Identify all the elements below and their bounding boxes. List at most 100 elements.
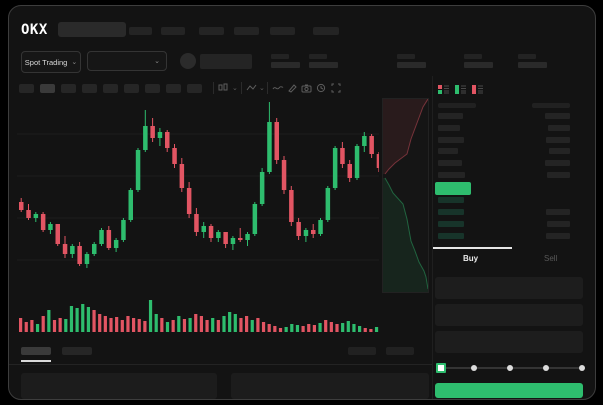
buy-submit-button[interactable] [435,383,583,398]
fullscreen-expand-icon[interactable] [331,83,341,93]
candle-body [113,240,119,248]
candle-body [296,222,301,236]
timeframe-button[interactable] [103,84,118,93]
slider-step-dot[interactable] [543,365,549,371]
volume-bar [290,324,294,332]
stat-label-placeholder [464,54,482,59]
bottom-tab-active[interactable] [21,347,51,355]
timeframe-button[interactable] [40,84,55,93]
camera-snapshot-icon[interactable] [301,83,312,93]
bid-price-placeholder [438,209,464,215]
nav-item[interactable] [129,27,152,35]
pair-selector-dropdown[interactable]: ⌄ [87,51,167,71]
slider-step-dot[interactable] [579,365,585,371]
nav-item[interactable] [199,27,224,35]
volume-bar [335,324,339,332]
search-input[interactable] [58,22,126,37]
orderbook-view-asks-icon[interactable] [471,82,484,100]
market-type-dropdown[interactable]: Spot Trading ⌄ [21,51,81,73]
volume-bar [24,322,28,332]
orderbook-header-amount [532,103,570,108]
order-book-row-bid[interactable] [433,221,591,227]
amount-slider-track[interactable] [436,363,585,373]
tab-sell[interactable]: Sell [512,249,591,267]
stat-value-placeholder [518,62,547,68]
volume-bar [171,320,175,332]
ask-amount-placeholder [547,172,570,178]
order-book-row-bid[interactable] [433,233,591,239]
timeframe-button[interactable] [19,84,34,93]
volume-bar [69,306,74,332]
nav-item[interactable] [234,27,259,35]
orderbook-view-both-icon[interactable] [437,82,450,100]
candle-body [325,188,331,220]
order-book-row-ask[interactable] [433,125,591,131]
nav-item[interactable] [161,27,185,35]
volume-bar [35,324,40,332]
order-book-row-ask[interactable] [433,148,591,154]
chevron-down-icon[interactable]: ⌄ [232,85,238,92]
candle-body [55,224,60,244]
volume-bar [58,318,62,332]
candle-style-icon[interactable] [218,83,229,93]
nav-item[interactable] [270,27,295,35]
timeframe-button[interactable] [166,84,181,93]
candle-body [376,154,379,168]
slider-step-dot[interactable] [507,365,513,371]
bottom-action-2[interactable] [386,347,414,355]
timeframe-button[interactable] [187,84,202,93]
candle-body [99,230,104,244]
clock-interval-icon[interactable] [316,83,326,93]
indicators-icon[interactable] [246,83,257,93]
order-book-row-ask[interactable] [433,137,591,143]
timeframe-button[interactable] [61,84,76,93]
okx-logo[interactable]: OKX [21,21,48,39]
timeframe-button[interactable] [82,84,97,93]
slider-step-dot[interactable] [471,365,477,371]
candle-body [70,246,75,254]
draw-pencil-icon[interactable] [287,83,297,93]
timeframe-button[interactable] [124,84,139,93]
orderbook-view-bids-icon[interactable] [454,82,467,100]
volume-bar [273,326,277,332]
order-book-row-bid[interactable] [433,197,591,203]
candle-body [128,190,133,220]
order-amount-field[interactable] [435,304,583,326]
last-price-highlight[interactable] [435,182,471,195]
order-book-row-ask[interactable] [433,160,591,166]
volume-bar [369,329,373,332]
nav-item[interactable] [313,27,339,35]
line-tool-icon[interactable] [272,83,284,93]
bottom-tab-2[interactable] [62,347,92,355]
order-book-row-ask[interactable] [433,113,591,119]
volume-bar [307,324,311,332]
order-book-row-ask[interactable] [433,172,591,178]
order-book-row-bid[interactable] [433,209,591,215]
candle-body [230,238,236,244]
candle-body [303,230,309,236]
candle-body [318,220,323,234]
amount-slider-handle[interactable] [436,363,446,373]
timeframe-button[interactable] [145,84,160,93]
order-total-field[interactable] [435,331,583,353]
volume-bar [160,318,164,332]
volume-bar [278,328,283,332]
volume-bar [92,310,96,332]
volume-bar [358,326,362,332]
candle-body [332,148,338,188]
active-tab-underline [433,247,512,249]
bottom-action-1[interactable] [348,347,376,355]
candlestick-chart[interactable] [17,98,379,296]
chevron-down-icon: ⌄ [154,57,160,65]
volume-bar [30,320,34,332]
stat-value-placeholder [397,62,426,68]
volume-bar [52,320,57,332]
chevron-down-icon[interactable]: ⌄ [259,85,265,92]
volume-bar [120,320,124,332]
tab-buy[interactable]: Buy [433,249,512,267]
volume-bar [115,317,119,332]
ask-price-placeholder [438,113,463,119]
volume-bar [194,314,198,332]
candle-body [252,204,258,234]
order-price-field[interactable] [435,277,583,299]
